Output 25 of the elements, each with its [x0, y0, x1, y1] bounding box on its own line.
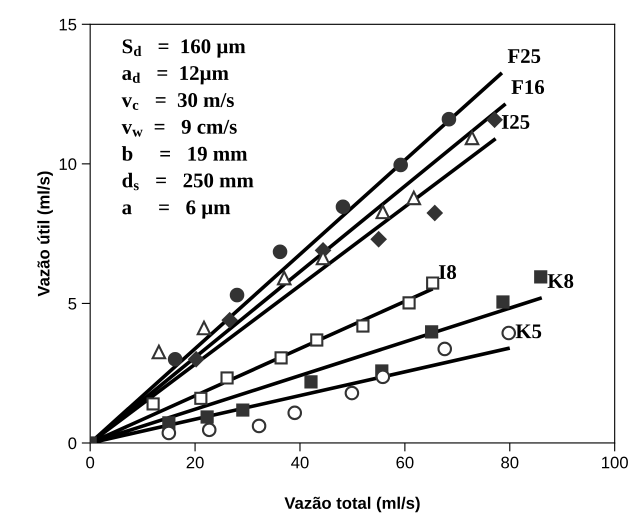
y-tick-label: 0: [68, 437, 76, 450]
series-label: I8: [438, 265, 456, 280]
annotation: v$_{w}$ = 9 cm/s: [122, 120, 237, 137]
series-label: F25: [508, 49, 540, 64]
annotation: a = 6 µm: [122, 200, 230, 219]
text: v$_{c}$ = 30 m/s: [122, 93, 234, 110]
series-label: F16: [511, 80, 544, 94]
y-axis-title: Vazão útil (ml/s): [37, 171, 53, 296]
annotation: b = 19 mm: [122, 146, 248, 161]
x-tick-label: 100: [602, 456, 628, 468]
x-axis-title: Vazão total (ml/s): [284, 496, 420, 512]
series-label: K5: [516, 324, 542, 338]
y-tick-label: 5: [68, 298, 76, 310]
y-tick-label: 15: [60, 18, 76, 30]
annotation: d$_{s}$ = 250 mm: [122, 172, 254, 190]
annotation: S$_{d}$ = 160 µm: [122, 39, 246, 58]
x-tick-label: 0: [86, 456, 94, 468]
series-label: K8: [548, 274, 574, 288]
annotation: a$_{d}$ = 12µm: [122, 66, 229, 84]
x-tick-label: 40: [291, 456, 309, 468]
x-tick-label: 20: [186, 456, 204, 468]
series-label: I25: [502, 114, 530, 129]
y-tick-label: 10: [60, 158, 76, 170]
x-tick-label: 80: [501, 456, 518, 468]
x-tick-label: 60: [396, 456, 414, 468]
